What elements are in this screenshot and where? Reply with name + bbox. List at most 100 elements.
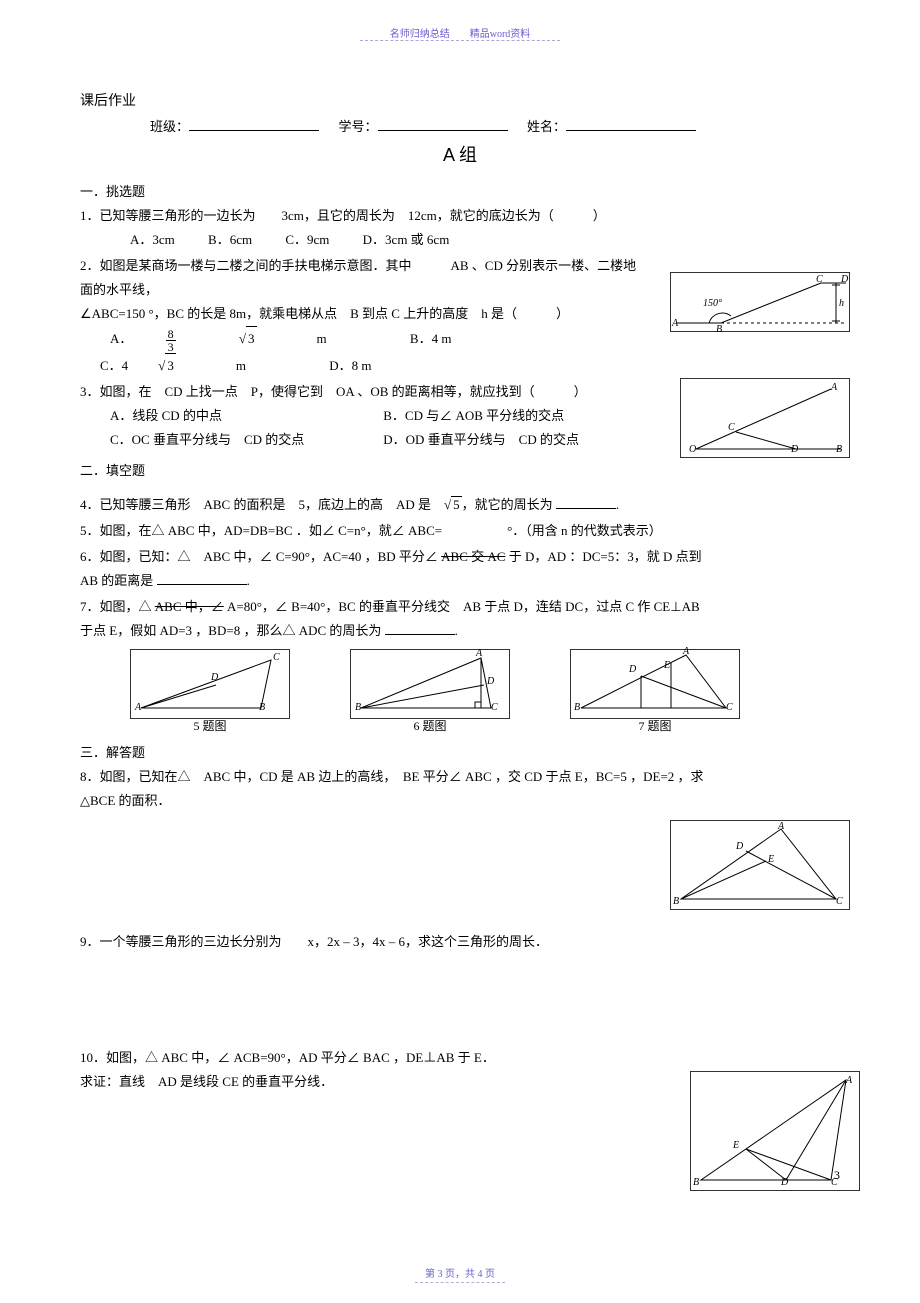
class-label: 班级： bbox=[150, 119, 189, 134]
q3: O A B C D 3．如图，在 CD 上找一点 P，使得它到 OA 、OB 的… bbox=[80, 380, 840, 452]
q4-blank bbox=[556, 496, 616, 509]
q7-strike: ABC 中，∠ bbox=[155, 599, 224, 614]
q3-A: A bbox=[831, 379, 837, 398]
f7-E: E bbox=[664, 660, 670, 671]
f7-B: B bbox=[574, 702, 580, 713]
q10-A: A bbox=[846, 1072, 852, 1091]
f7-C: C bbox=[726, 702, 733, 713]
footer-divider bbox=[415, 1282, 505, 1283]
f7-D: D bbox=[629, 664, 636, 675]
q2-c-suf: m bbox=[236, 354, 246, 378]
q2-c: C．4 3 m bbox=[100, 353, 276, 378]
header-note: 名师归纳总结 精品word资料 bbox=[0, 25, 920, 40]
q2: 150° C D h A B 2．如图是某商场一楼与二楼之间的手扶电梯示意图．其… bbox=[80, 254, 840, 378]
q6-post: 于 D，AD ：DC=5：3，就 D 点到 bbox=[505, 549, 701, 564]
q3-C: C bbox=[728, 419, 735, 438]
q6-strike: ABC 交 AC bbox=[441, 549, 505, 564]
q2-a-den: 3 bbox=[166, 341, 176, 353]
q3-D: D bbox=[791, 441, 798, 460]
q4-pre: 4．已知等腰三角形 ABC 的面积是 5，底边上的高 AD 是 bbox=[80, 497, 444, 512]
q10-D: D bbox=[781, 1174, 788, 1193]
q2-a-pre: A． bbox=[110, 327, 132, 351]
f7-A: A bbox=[683, 646, 689, 657]
q1-stem: 1．已知等腰三角形的一边长为 3cm，且它的周长为 12cm，就它的底边长为（ … bbox=[80, 208, 606, 223]
q1: 1．已知等腰三角形的一边长为 3cm，且它的周长为 12cm，就它的底边长为（ … bbox=[80, 204, 840, 252]
f5-D: D bbox=[211, 672, 218, 683]
fig7-caption: 7 题图 bbox=[570, 717, 740, 734]
q7: 7．如图，△ ABC 中，∠ A=80°，∠ B=40°，BC 的垂直平分线交 … bbox=[80, 595, 840, 643]
q1-b: B．6cm bbox=[208, 228, 252, 252]
f6-A: A bbox=[476, 648, 482, 659]
fig5: A B C D 5 题图 bbox=[130, 649, 290, 734]
name-blank bbox=[566, 117, 696, 131]
footer-text: 第 3 页，共 4 页 bbox=[425, 1269, 495, 1280]
q7-post: A=80°，∠ B=40°，BC 的垂直平分线交 AB 于点 D，连结 DC，过… bbox=[224, 599, 700, 614]
q1-a: A．3cm bbox=[130, 228, 175, 252]
q3-a: A．线段 CD 的中点 bbox=[110, 404, 350, 428]
q7-end: . bbox=[455, 623, 458, 638]
page-number-side: 3 bbox=[834, 1168, 840, 1183]
q8: 8．如图，已知在△ ABC 中，CD 是 AB 边上的高线， BE 平分∠ AB… bbox=[80, 765, 840, 813]
q3-B: B bbox=[836, 441, 842, 460]
q2-a: A． 83 3 m bbox=[110, 326, 357, 353]
f6-D: D bbox=[487, 676, 494, 687]
q2-B: B bbox=[716, 321, 722, 340]
q7-line2: 于点 E，假如 AD=3 ，BD=8 ，那么△ ADC 的周长为 bbox=[80, 623, 381, 638]
q8-figure: A B C D E bbox=[670, 820, 850, 910]
q6-end: . bbox=[247, 573, 250, 588]
q10: 10．如图，△ ABC 中，∠ ACB=90°，AD 平分∠ BAC ，DE⊥A… bbox=[80, 1046, 840, 1094]
f6-B: B bbox=[355, 702, 361, 713]
q2-d: D．8 m bbox=[329, 354, 371, 378]
q2-D: D bbox=[841, 271, 848, 290]
f6-C: C bbox=[491, 702, 498, 713]
name-label: 姓名： bbox=[527, 119, 566, 134]
q3-O: O bbox=[689, 441, 696, 460]
q8-D: D bbox=[736, 838, 743, 857]
f5-A: A bbox=[135, 702, 141, 713]
q10-line2: 求证：直线 AD 是线段 CE 的垂直平分线． bbox=[80, 1074, 333, 1089]
page-body: 课后作业 班级： 学号： 姓名： A 组 一．挑选题 1．已知等腰三角形的一边长… bbox=[0, 0, 920, 1094]
q2-a-rad: 3 bbox=[246, 326, 257, 351]
fig7: A B C D E 7 题图 bbox=[570, 649, 740, 734]
q2-c-rad: 3 bbox=[165, 353, 176, 378]
q8-B: B bbox=[673, 893, 679, 912]
q2-figure: 150° C D h A B bbox=[670, 272, 850, 332]
fig5-caption: 5 题图 bbox=[130, 717, 290, 734]
q4-post: ，就它的周长为 bbox=[462, 497, 553, 512]
fig6-caption: 6 题图 bbox=[350, 717, 510, 734]
group-title: A 组 bbox=[80, 141, 840, 167]
q10-B: B bbox=[693, 1174, 699, 1193]
q3-d: D．OD 垂直平分线与 CD 的交点 bbox=[383, 428, 579, 452]
q3-figure: O A B C D bbox=[680, 378, 850, 458]
q6-line2: AB 的距离是 bbox=[80, 573, 153, 588]
q4: 4．已知等腰三角形 ABC 的面积是 5，底边上的高 AD 是 5，就它的周长为… bbox=[80, 493, 840, 517]
q1-c: C．9cm bbox=[285, 228, 329, 252]
q7-blank bbox=[385, 622, 455, 635]
f5-C: C bbox=[273, 652, 280, 663]
q10-line1: 10．如图，△ ABC 中，∠ ACB=90°，AD 平分∠ BAC ，DE⊥A… bbox=[80, 1050, 495, 1065]
q3-stem: 3．如图，在 CD 上找一点 P，使得它到 OA 、OB 的距离相等，就应找到（… bbox=[80, 384, 587, 399]
q9: 9．一个等腰三角形的三边长分别为 x，2x – 3，4x – 6，求这个三角形的… bbox=[80, 930, 840, 954]
q2-C: C bbox=[816, 271, 823, 290]
fig6: A B C D 6 题图 bbox=[350, 649, 510, 734]
section-2-title: 二．填空题 bbox=[80, 460, 840, 479]
q5: 5．如图，在△ ABC 中，AD=DB=BC ．如∠ C=n°，就∠ ABC= … bbox=[80, 519, 840, 543]
q2-a-suf: m bbox=[317, 327, 327, 351]
info-line: 班级： 学号： 姓名： bbox=[80, 116, 840, 135]
q3-b: B．CD 与∠ AOB 平分线的交点 bbox=[383, 404, 564, 428]
q2-line1: 2．如图是某商场一楼与二楼之间的手扶电梯示意图．其中 AB 、CD 分别表示一楼… bbox=[80, 258, 636, 297]
header-divider bbox=[360, 40, 560, 41]
q6: 6．如图，已知：△ ABC 中，∠ C=90°，AC=40 ，BD 平分∠ AB… bbox=[80, 545, 840, 593]
q6-blank bbox=[157, 572, 247, 585]
figures-row: A B C D 5 题图 A B C D 6 题图 bbox=[130, 649, 840, 734]
q7-pre: 7．如图，△ bbox=[80, 599, 155, 614]
section-3-title: 三．解答题 bbox=[80, 742, 840, 761]
q2-a-num: 8 bbox=[166, 328, 176, 341]
q1-d: D．3cm 或 6cm bbox=[363, 228, 450, 252]
class-blank bbox=[189, 117, 319, 131]
q3-c: C．OC 垂直平分线与 CD 的交点 bbox=[110, 428, 350, 452]
id-label: 学号： bbox=[339, 119, 378, 134]
q2-angle: 150° bbox=[703, 295, 722, 314]
q8-A: A bbox=[778, 818, 784, 837]
q2-line2: ∠ABC=150 °，BC 的长是 8m，就乘电梯从点 B 到点 C 上升的高度… bbox=[80, 306, 569, 321]
